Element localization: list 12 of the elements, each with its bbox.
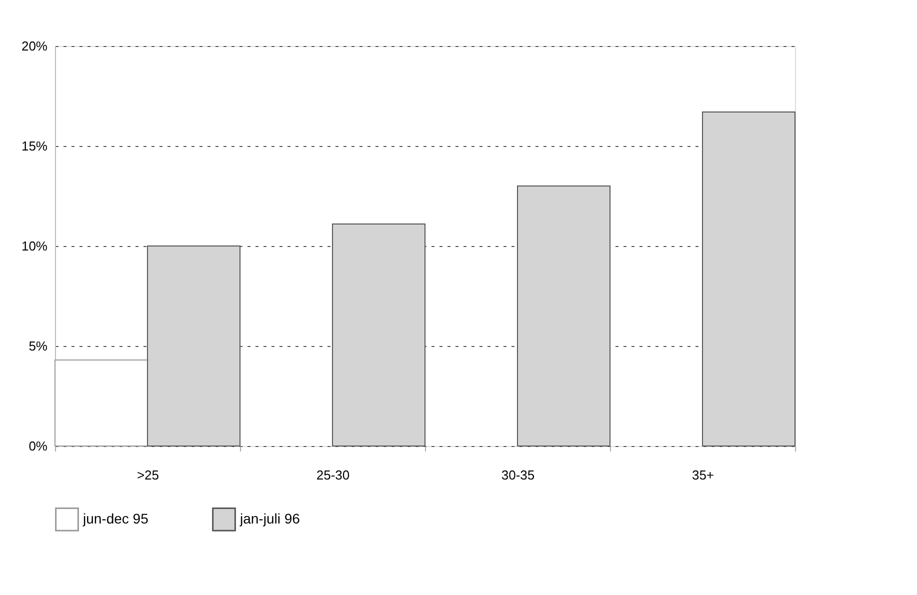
y-tick-label: 0% bbox=[28, 438, 48, 454]
x-tick-label: 25-30 bbox=[316, 468, 350, 482]
x-tick-label: 35+ bbox=[692, 468, 714, 482]
x-tick-label: 30-35 bbox=[501, 468, 535, 482]
y-tick-label: 15% bbox=[21, 138, 48, 154]
y-tick-label: 10% bbox=[21, 238, 48, 254]
x-tick-label: >25 bbox=[136, 468, 160, 482]
legend-label: jan-juli 96 bbox=[239, 510, 300, 526]
legend-label: jun-dec 95 bbox=[82, 510, 149, 526]
y-tick-label: 20% bbox=[21, 38, 48, 54]
y-tick-label: 5% bbox=[28, 338, 48, 354]
bar bbox=[54, 360, 148, 446]
